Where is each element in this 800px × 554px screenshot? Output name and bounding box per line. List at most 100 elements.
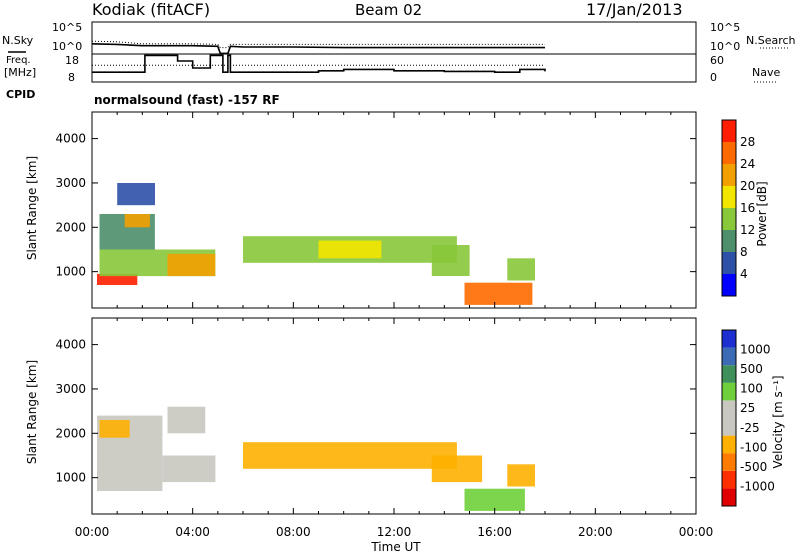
nsearch-tick-top: 10^5 — [710, 21, 740, 34]
echo-region — [97, 273, 138, 285]
power-tick-label: 12 — [740, 223, 755, 237]
nave-label: Nave — [752, 66, 780, 79]
power-tick-label: 8 — [740, 245, 748, 259]
velocity-swatch — [722, 470, 736, 489]
echo-region — [124, 214, 150, 228]
series-line-n-search — [91, 40, 545, 49]
y-tick-label: 2000 — [55, 426, 86, 440]
nave-tick-top: 60 — [710, 54, 724, 67]
power-axes: 1000 2000 3000 4000 — [55, 112, 697, 308]
velocity-swatch — [722, 347, 736, 366]
echo-region — [99, 420, 130, 438]
x-tick-label: 20:00 — [578, 525, 613, 539]
y-tick-label: 4000 — [55, 338, 86, 352]
power-swatch — [722, 120, 736, 142]
velocity-colorbar-label: Velocity [m s⁻¹] — [771, 375, 785, 468]
nave-tick-bottom: 0 — [710, 71, 717, 84]
series-line-n-sky — [91, 43, 545, 55]
power-swatch — [722, 230, 736, 252]
velocity-tick-label: -500 — [740, 460, 767, 474]
velocity-axes: 1000 2000 3000 4000 — [55, 318, 697, 514]
velocity-frame — [721, 329, 737, 507]
x-tick-label: 08:00 — [276, 525, 311, 539]
power-swatch — [722, 274, 736, 296]
velocity-colorbar: 1000 500 100 25 -25 -100 -500 -1000 — [721, 329, 775, 507]
nsky-panel-frame — [91, 21, 697, 55]
nsky-label: N.Sky — [2, 34, 34, 47]
echo-region — [431, 245, 470, 276]
velocity-tick-label: 25 — [740, 401, 755, 415]
series-line-freq- — [92, 54, 546, 73]
echo-region — [117, 183, 155, 206]
x-tick-label: 16:00 — [477, 525, 512, 539]
velocity-ylabel: Slant Range [km] — [25, 360, 39, 464]
echo-region — [507, 464, 535, 487]
velocity-swatch — [722, 382, 736, 401]
y-tick-label: 3000 — [55, 176, 86, 190]
velocity-swatch — [722, 488, 736, 506]
power-swatch — [722, 208, 736, 230]
velocity-swatch — [722, 330, 736, 348]
nsky-lines — [91, 40, 545, 55]
velocity-heatmap — [97, 406, 535, 511]
y-tick-label: 2000 — [55, 220, 86, 234]
time-axis: 00:00 04:00 08:00 12:00 16:00 20:00 00:00 — [75, 525, 714, 539]
power-tick-label: 24 — [740, 157, 755, 171]
nsky-tick-bottom: 10^0 — [52, 40, 82, 53]
y-tick-label: 1000 — [55, 471, 86, 485]
y-tick-label: 4000 — [55, 132, 86, 146]
echo-region — [464, 488, 525, 511]
freq-label-line2: [MHz] — [4, 66, 36, 79]
power-ylabel: Slant Range [km] — [25, 156, 39, 260]
x-tick-label: 00:00 — [679, 525, 714, 539]
y-tick-label: 3000 — [55, 382, 86, 396]
x-tick-label: 00:00 — [75, 525, 110, 539]
time-axis-label: Time UT — [370, 540, 421, 554]
velocity-tick-label: 1000 — [740, 343, 771, 357]
power-tick-label: 20 — [740, 179, 755, 193]
power-swatch — [722, 142, 736, 164]
power-tick-label: 28 — [740, 135, 755, 149]
velocity-tick-label: 500 — [740, 362, 763, 376]
freq-panel-frame — [91, 53, 697, 83]
nsearch-label: N.Search — [746, 34, 796, 47]
power-panel-frame — [91, 111, 697, 309]
cpid-label: CPID — [6, 88, 35, 101]
velocity-tick-label: -1000 — [740, 479, 775, 493]
echo-region — [507, 258, 535, 281]
power-swatch — [722, 186, 736, 208]
echo-region — [318, 240, 382, 259]
freq-tick-bottom: 8 — [68, 71, 75, 84]
power-colorbar: 4 8 12 16 20 24 28 — [721, 119, 755, 297]
beam-title: Beam 02 — [355, 1, 422, 19]
x-tick-label: 12:00 — [377, 525, 412, 539]
power-swatch — [722, 164, 736, 186]
freq-lines — [92, 54, 546, 73]
echo-region — [243, 442, 457, 469]
station-title: Kodiak (fitACF) — [92, 0, 210, 19]
echo-region — [464, 282, 533, 305]
velocity-swatch — [722, 418, 736, 436]
velocity-swatch — [722, 365, 736, 383]
echo-region — [167, 406, 206, 434]
freq-label-line1: Freq. — [6, 55, 31, 66]
power-tick-label: 4 — [740, 267, 748, 281]
date-title: 17/Jan/2013 — [586, 0, 683, 19]
velocity-swatch — [722, 400, 736, 418]
power-tick-label: 16 — [740, 201, 755, 215]
velocity-swatch — [722, 435, 736, 454]
power-heatmap — [97, 183, 535, 305]
velocity-swatch — [722, 453, 736, 471]
velocity-tick-label: -100 — [740, 440, 767, 454]
velocity-tick-label: 100 — [740, 382, 763, 396]
power-swatch — [722, 252, 736, 274]
freq-tick-top: 18 — [65, 54, 79, 67]
nsearch-tick-bottom: 10^0 — [710, 40, 740, 53]
echo-region — [162, 455, 216, 483]
x-tick-label: 04:00 — [175, 525, 210, 539]
nsky-tick-top: 10^5 — [52, 21, 82, 34]
velocity-tick-label: -25 — [740, 421, 760, 435]
cpid-value: normalsound (fast) -157 RF — [94, 93, 280, 107]
echo-region — [167, 253, 216, 277]
